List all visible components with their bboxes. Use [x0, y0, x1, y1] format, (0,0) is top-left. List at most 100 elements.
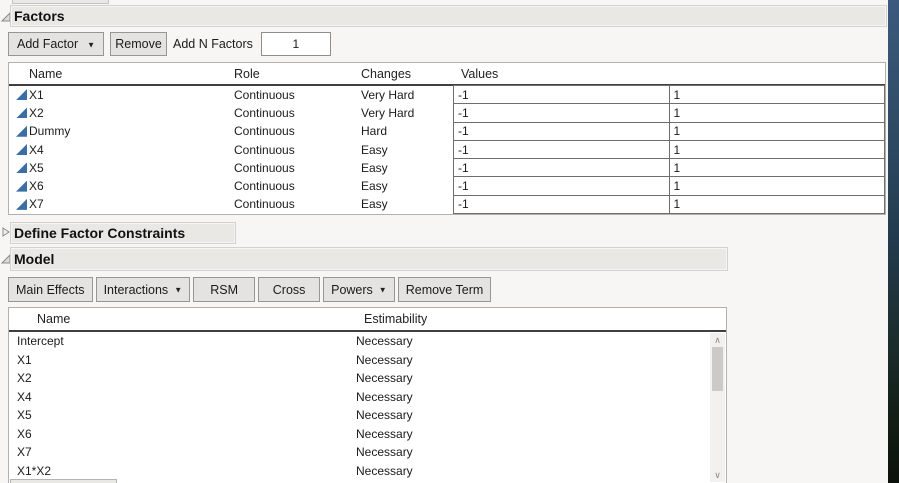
- add-factor-label: Add Factor: [17, 37, 79, 51]
- factor-low-value-cell[interactable]: -1: [453, 176, 670, 196]
- model-title: Model: [14, 251, 55, 267]
- model-term-name: X1: [17, 352, 32, 367]
- remove-factor-button[interactable]: Remove: [110, 32, 167, 56]
- model-term-row[interactable]: X1 Necessary: [9, 351, 726, 370]
- factor-role-cell[interactable]: Continuous: [234, 160, 295, 175]
- factor-role-cell[interactable]: Continuous: [234, 197, 295, 212]
- factor-name-cell[interactable]: X5: [9, 158, 234, 177]
- factor-changes-cell[interactable]: Easy: [361, 142, 388, 157]
- factor-name-cell[interactable]: X7: [9, 195, 234, 214]
- factor-changes-cell[interactable]: Easy: [361, 160, 388, 175]
- factor-row[interactable]: X5 Continuous Easy -1 1: [9, 158, 885, 178]
- factor-name-cell[interactable]: X2: [9, 103, 234, 122]
- factor-role-cell[interactable]: Continuous: [234, 179, 295, 194]
- model-table: Name Estimability Intercept Necessary X1…: [8, 307, 727, 483]
- continuous-factor-icon: [16, 107, 27, 119]
- factor-name-cell[interactable]: X1: [9, 85, 234, 104]
- factors-col-values: Values: [461, 66, 499, 81]
- factor-low-value-cell[interactable]: -1: [453, 85, 670, 105]
- constraints-title: Define Factor Constraints: [14, 225, 186, 241]
- continuous-factor-icon: [16, 89, 27, 101]
- model-term-row[interactable]: X4 Necessary: [9, 388, 726, 407]
- factor-high-value-cell[interactable]: 1: [668, 158, 885, 178]
- factor-low-value-cell[interactable]: -1: [453, 139, 670, 160]
- factor-changes-cell[interactable]: Easy: [361, 179, 388, 194]
- scroll-up-icon[interactable]: ∧: [714, 334, 721, 345]
- factor-high-value-cell[interactable]: 1: [668, 103, 885, 123]
- continuous-factor-icon: [16, 198, 27, 210]
- model-term-row[interactable]: X6 Necessary: [9, 425, 726, 444]
- factor-name: X5: [29, 160, 44, 175]
- scroll-down-icon[interactable]: ∨: [714, 469, 721, 480]
- factor-values: -1 1: [453, 158, 885, 178]
- model-term-row[interactable]: X7 Necessary: [9, 443, 726, 462]
- model-toolbar-button[interactable]: Remove Term: [397, 277, 492, 302]
- factors-title: Factors: [14, 8, 65, 24]
- factors-table: Name Role Changes Values X1 Continuous V…: [8, 62, 886, 215]
- model-toolbar: Main Effects Interactions ▼ RSM Cross Po…: [8, 277, 492, 302]
- add-factor-button[interactable]: Add Factor ▼: [8, 32, 104, 56]
- factor-name-cell[interactable]: X4: [9, 140, 234, 159]
- model-toolbar-button[interactable]: Powers ▼: [323, 277, 395, 302]
- factor-role-cell[interactable]: Continuous: [234, 124, 295, 139]
- factor-row[interactable]: X1 Continuous Very Hard -1 1: [9, 85, 885, 105]
- model-table-scrollbar[interactable]: ∧ ∨: [710, 333, 725, 482]
- factor-name-cell[interactable]: Dummy: [9, 122, 234, 141]
- model-term-estimability[interactable]: Necessary: [356, 445, 413, 460]
- factor-changes-cell[interactable]: Hard: [361, 124, 388, 139]
- model-term-row[interactable]: X2 Necessary: [9, 369, 726, 388]
- factor-row[interactable]: X7 Continuous Easy -1 1: [9, 194, 885, 214]
- scrollbar-thumb[interactable]: [712, 347, 723, 391]
- factor-name: X7: [29, 197, 44, 212]
- factor-row[interactable]: Dummy Continuous Hard -1 1: [9, 121, 885, 141]
- factor-high-value-cell[interactable]: 1: [668, 139, 885, 160]
- model-term-estimability[interactable]: Necessary: [356, 408, 413, 423]
- model-toolbar-button[interactable]: RSM: [193, 277, 256, 302]
- model-term-name: X1*X2: [17, 463, 52, 478]
- model-term-estimability[interactable]: Necessary: [356, 389, 413, 404]
- factors-col-changes: Changes: [361, 66, 412, 81]
- model-term-name: X6: [17, 426, 32, 441]
- factor-high-value-cell[interactable]: 1: [668, 194, 885, 214]
- add-n-factors-label: Add N Factors: [173, 37, 253, 51]
- factor-changes-cell[interactable]: Easy: [361, 197, 388, 212]
- continuous-factor-icon: [16, 125, 27, 137]
- model-term-estimability[interactable]: Necessary: [356, 463, 413, 478]
- model-term-row[interactable]: X5 Necessary: [9, 406, 726, 425]
- model-toolbar-button[interactable]: Interactions ▼: [95, 277, 191, 302]
- constraints-section-header: Define Factor Constraints: [10, 222, 236, 244]
- model-toolbar-button[interactable]: Cross: [258, 277, 321, 302]
- model-term-name: X4: [17, 389, 32, 404]
- model-term-estimability[interactable]: Necessary: [356, 334, 413, 349]
- factor-changes-cell[interactable]: Very Hard: [361, 87, 415, 102]
- factor-changes-cell[interactable]: Very Hard: [361, 105, 415, 120]
- model-term-row[interactable]: X1*X2 Necessary: [9, 462, 726, 481]
- factor-low-value-cell[interactable]: -1: [453, 121, 670, 141]
- factors-table-header: Name Role Changes Values: [9, 63, 885, 86]
- model-toolbar-button[interactable]: Main Effects: [8, 277, 93, 302]
- factor-row[interactable]: X6 Continuous Easy -1 1: [9, 176, 885, 196]
- factor-high-value-cell[interactable]: 1: [668, 85, 885, 105]
- factor-role-cell[interactable]: Continuous: [234, 87, 295, 102]
- model-term-estimability[interactable]: Necessary: [356, 426, 413, 441]
- factor-row[interactable]: X2 Continuous Very Hard -1 1: [9, 103, 885, 123]
- factor-high-value-cell[interactable]: 1: [668, 121, 885, 141]
- model-term-estimability[interactable]: Necessary: [356, 352, 413, 367]
- constraints-expand-icon[interactable]: [1, 227, 11, 237]
- factor-high-value-cell[interactable]: 1: [668, 176, 885, 196]
- factor-row[interactable]: X4 Continuous Easy -1 1: [9, 139, 885, 160]
- factor-low-value-cell[interactable]: -1: [453, 158, 670, 178]
- factor-role-cell[interactable]: Continuous: [234, 105, 295, 120]
- chevron-down-icon: ▼: [174, 285, 183, 295]
- add-n-factors-input[interactable]: [260, 32, 331, 56]
- factor-name-cell[interactable]: X6: [9, 176, 234, 195]
- factor-low-value-cell[interactable]: -1: [453, 103, 670, 123]
- factor-name: X6: [29, 179, 44, 194]
- factor-values: -1 1: [453, 139, 885, 160]
- factor-role-cell[interactable]: Continuous: [234, 142, 295, 157]
- model-term-name: X5: [17, 408, 32, 423]
- factor-low-value-cell[interactable]: -1: [453, 194, 670, 214]
- model-term-estimability[interactable]: Necessary: [356, 371, 413, 386]
- model-term-name: Intercept: [17, 334, 64, 349]
- model-term-row[interactable]: Intercept Necessary: [9, 332, 726, 351]
